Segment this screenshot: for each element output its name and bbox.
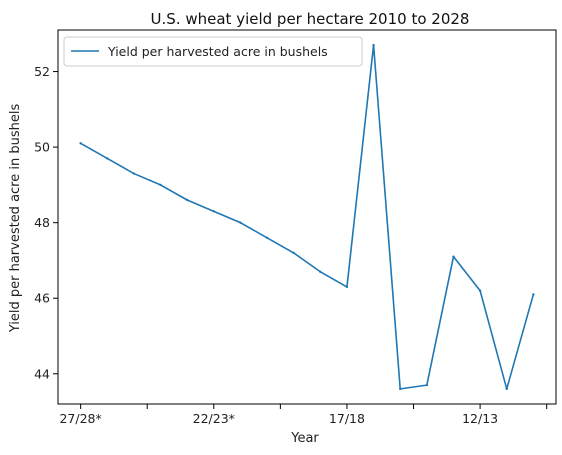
data-point-12/13 xyxy=(478,289,482,292)
data-point-26/27* xyxy=(106,157,109,160)
series-line xyxy=(80,44,535,390)
y-tick-label: 52 xyxy=(34,64,50,79)
data-point-19/20* xyxy=(292,251,295,255)
chart-title: U.S. wheat yield per hectare 2010 to 202… xyxy=(151,10,470,28)
data-point-23/24* xyxy=(185,198,189,202)
plot-frame xyxy=(57,29,557,405)
x-axis: 27/28* 22/23* 17/18 12/13 xyxy=(59,404,548,426)
y-tick-label: 50 xyxy=(34,140,50,155)
y-axis: 44 46 48 50 52 xyxy=(34,64,58,381)
legend-box xyxy=(63,36,363,67)
y-tick-label: 44 xyxy=(34,366,50,381)
plot-area: 44 46 48 50 52 27/28* 22/23* 17/18 12/13 xyxy=(34,29,557,426)
data-point-10/11 xyxy=(532,293,535,296)
legend-label: Yield per harvested acre in bushels xyxy=(107,44,328,59)
data-point-27/28* xyxy=(79,142,82,145)
x-tick-label: 27/28* xyxy=(59,411,101,426)
data-point-20/21* xyxy=(265,236,269,239)
x-tick-label: 22/23* xyxy=(193,411,235,426)
data-point-21/22* xyxy=(239,221,242,224)
data-point-25/26* xyxy=(132,172,136,175)
data-points xyxy=(79,43,535,391)
y-axis-title: Yield per harvested acre in bushels xyxy=(8,104,23,334)
x-axis-title: Year xyxy=(290,431,319,446)
data-point-17/18 xyxy=(345,285,349,289)
y-tick-label: 46 xyxy=(34,291,50,306)
y-tick-label: 48 xyxy=(34,215,50,230)
x-tick-label: 17/18 xyxy=(329,411,365,426)
data-point-22/23* xyxy=(212,210,215,213)
data-point-24/25* xyxy=(159,183,162,187)
data-point-14/15 xyxy=(425,383,429,387)
data-point-11/12 xyxy=(505,387,508,391)
x-tick-label: 12/13 xyxy=(462,411,498,426)
data-point-15/16 xyxy=(399,387,402,391)
legend: Yield per harvested acre in bushels xyxy=(63,36,363,67)
data-point-16/17 xyxy=(372,43,375,47)
data-point-13/14 xyxy=(452,255,455,258)
data-point-18/19* xyxy=(319,270,322,273)
